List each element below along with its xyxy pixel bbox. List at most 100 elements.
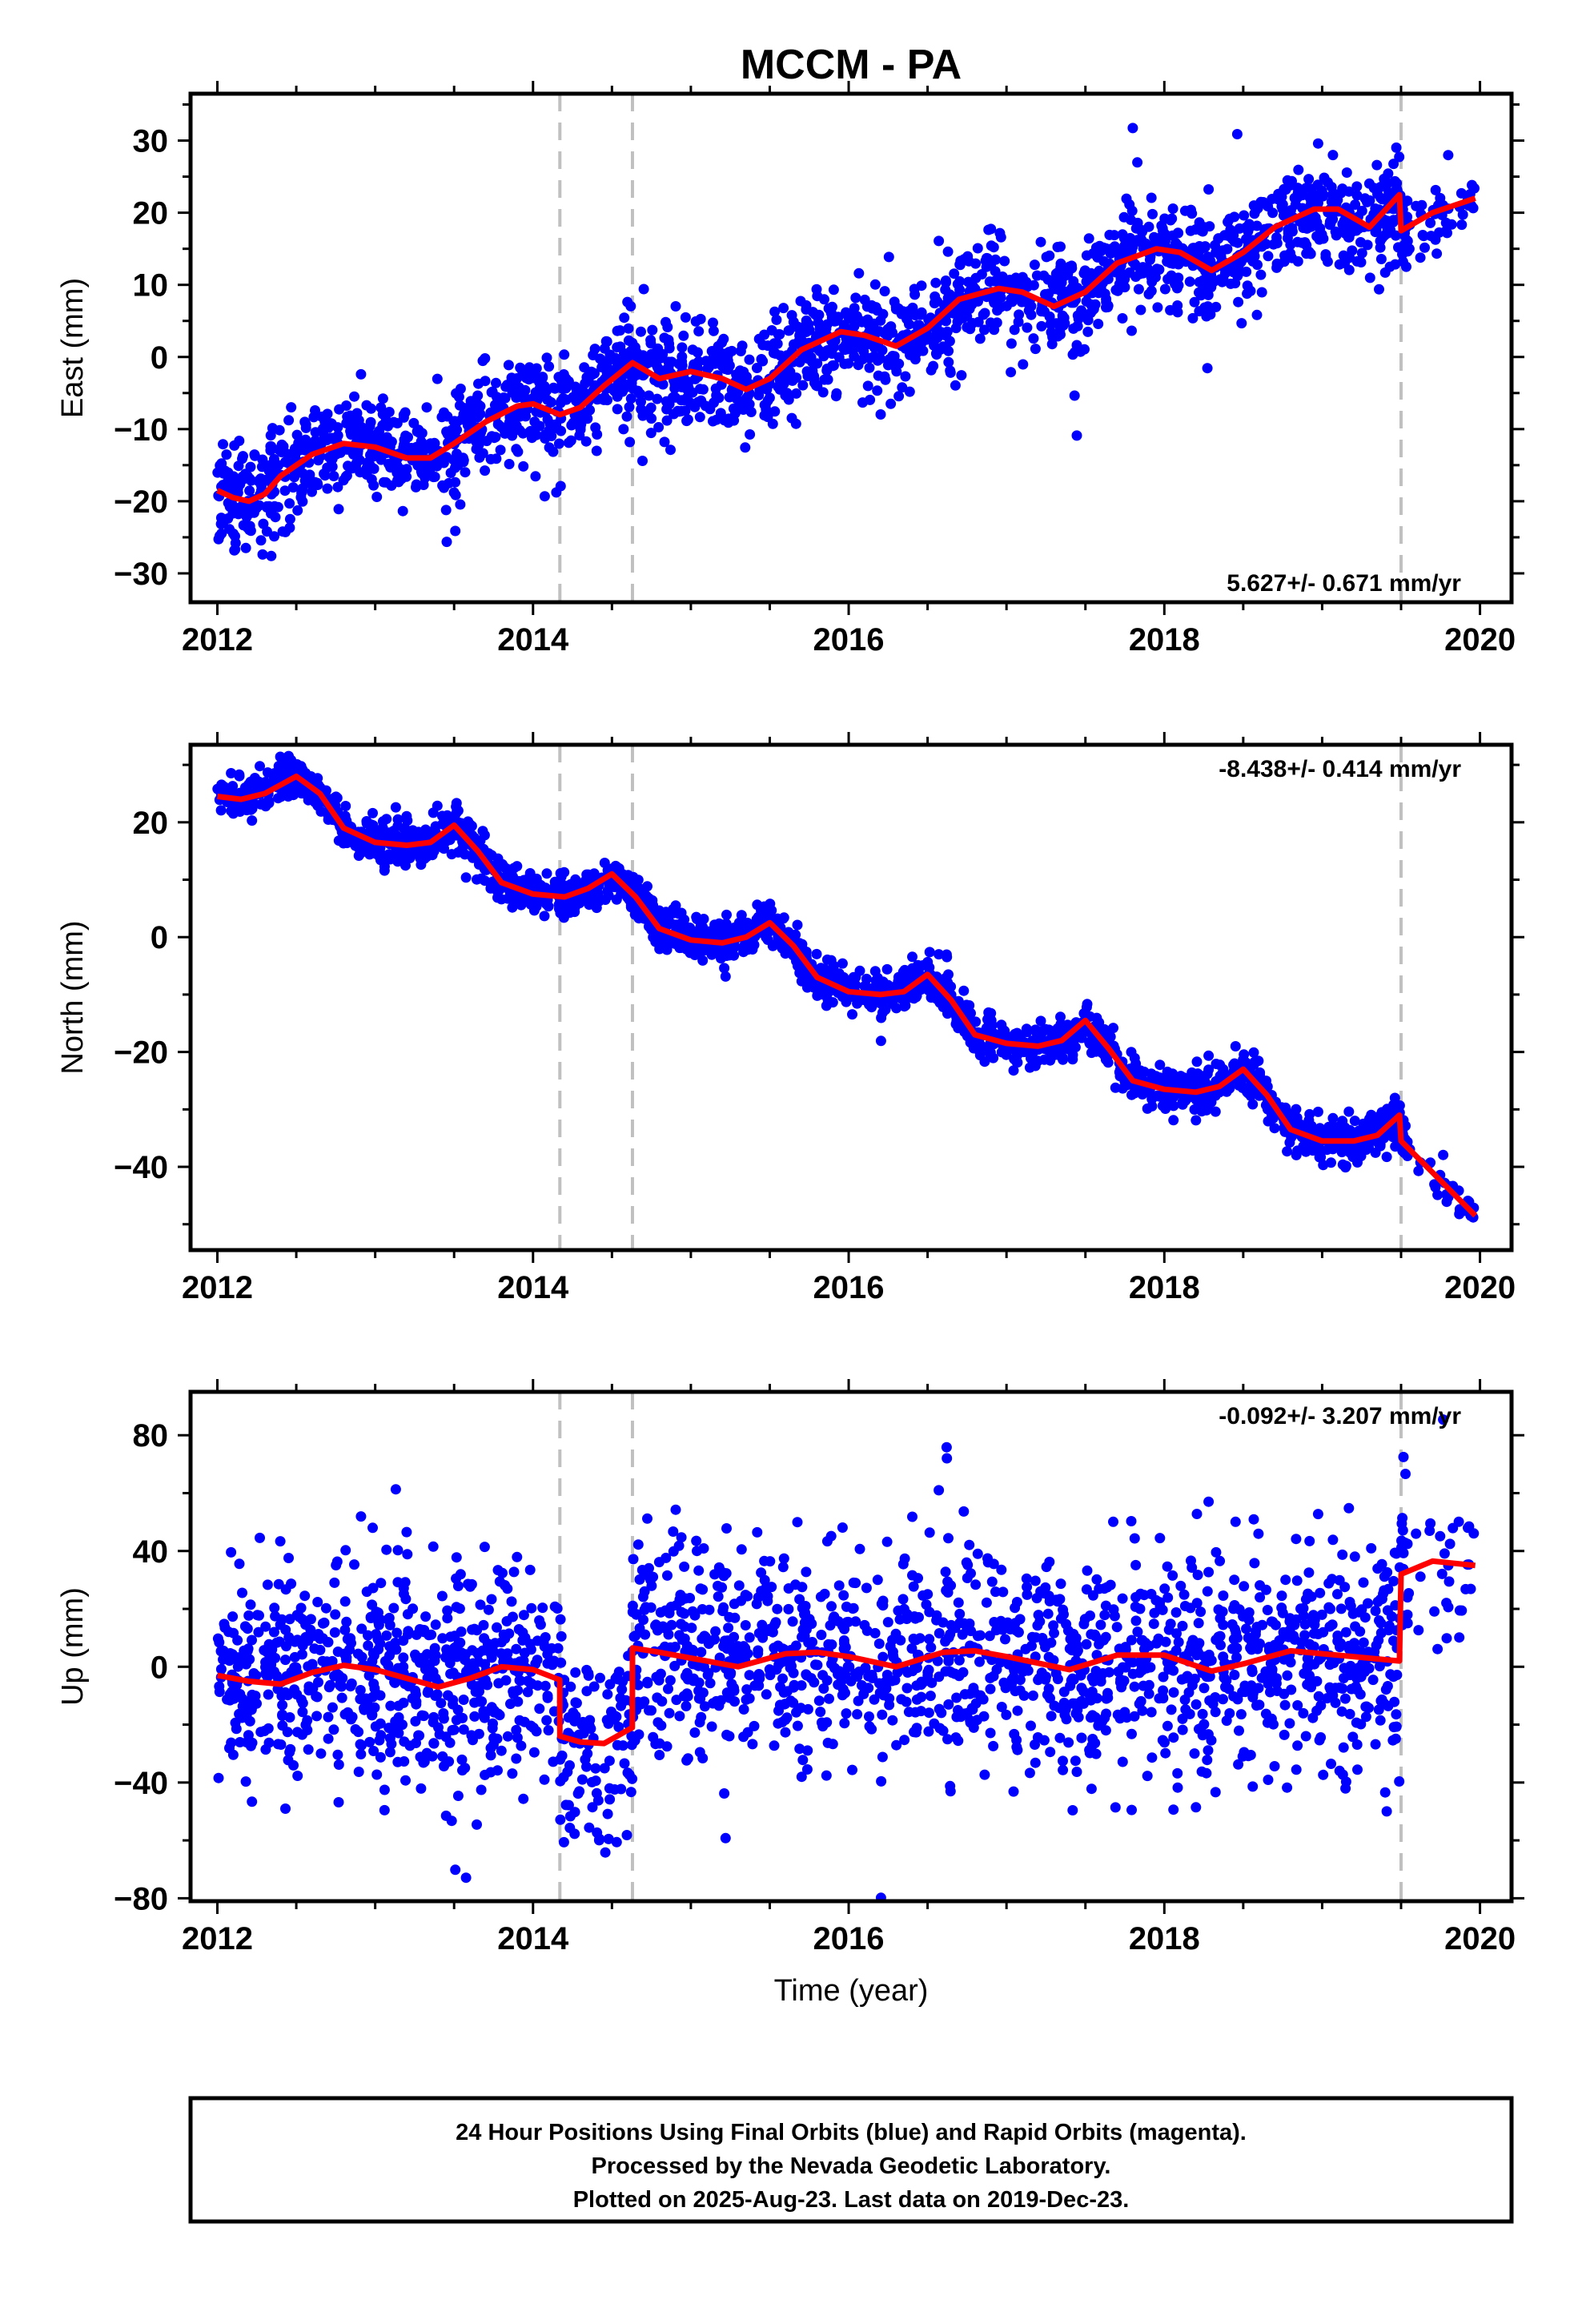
north-data-point: [260, 777, 271, 787]
north-data-point: [1045, 1046, 1056, 1057]
up-data-point: [1081, 1638, 1092, 1650]
east-data-point: [1311, 231, 1323, 242]
east-data-point: [264, 472, 275, 484]
east-data-point: [265, 430, 276, 441]
east-data-point: [1138, 267, 1149, 279]
east-y-tick-label: 0: [151, 340, 168, 376]
east-data-point: [434, 455, 444, 466]
east-data-point: [1350, 199, 1361, 210]
east-data-point: [1118, 211, 1130, 223]
east-data-point: [455, 384, 466, 394]
east-data-point: [1375, 254, 1387, 264]
east-data-point: [544, 361, 555, 372]
east-data-point: [857, 344, 868, 355]
east-data-point: [1093, 319, 1104, 329]
east-data-point: [244, 485, 255, 497]
north-data-point: [591, 903, 602, 914]
north-data-point: [1318, 1160, 1329, 1171]
east-data-point: [717, 337, 728, 348]
north-data-point: [759, 901, 770, 912]
east-data-point: [457, 452, 468, 464]
north-data-point: [586, 871, 597, 883]
north-data-point: [401, 810, 412, 822]
east-data-point: [722, 364, 733, 375]
up-data-point: [1071, 1767, 1082, 1777]
east-data-point: [1028, 333, 1039, 344]
east-data-point: [661, 316, 671, 328]
north-data-point: [719, 963, 730, 974]
east-data-point: [240, 542, 251, 553]
north-data-point: [762, 927, 773, 939]
north-data-point: [738, 941, 749, 952]
north-data-point: [247, 815, 258, 826]
up-data-point: [537, 1602, 548, 1614]
east-data-point: [524, 374, 535, 385]
up-data-point: [548, 1706, 560, 1717]
east-data-point: [762, 395, 773, 406]
up-data-point: [744, 1670, 755, 1681]
up-data-point: [801, 1566, 812, 1578]
east-data-point: [678, 330, 689, 341]
east-data-point: [849, 321, 860, 332]
east-data-point: [1234, 223, 1245, 234]
north-data-point: [255, 761, 265, 772]
east-data-point: [665, 444, 676, 456]
east-data-point: [680, 312, 691, 323]
east-data-point: [850, 292, 861, 304]
east-data-point: [307, 486, 317, 497]
east-data-point: [1338, 250, 1349, 261]
north-data-point: [900, 1000, 911, 1011]
north-data-point: [720, 971, 731, 982]
east-data-point: [659, 436, 670, 448]
up-data-point: [1315, 1700, 1327, 1711]
east-data-point: [1351, 181, 1363, 192]
east-data-point: [1391, 142, 1402, 153]
north-data-point: [1001, 1045, 1012, 1055]
north-data-point: [921, 959, 932, 971]
east-data-point: [450, 525, 461, 537]
east-data-point: [236, 503, 247, 514]
east-data-point: [317, 423, 328, 434]
east-data-point: [1383, 223, 1394, 234]
up-data-point: [355, 1511, 367, 1522]
east-data-point: [1371, 159, 1383, 171]
east-data-point: [791, 388, 802, 399]
east-data-point: [286, 402, 297, 413]
east-data-point: [1456, 187, 1467, 199]
up-data-point: [303, 1744, 314, 1755]
east-data-point: [283, 415, 295, 426]
north-data-point: [384, 851, 396, 862]
east-data-point: [574, 430, 585, 441]
east-data-point: [1364, 195, 1375, 206]
up-data-point: [511, 1753, 522, 1764]
east-data-point: [1039, 306, 1050, 317]
east-data-point: [1325, 218, 1336, 229]
east-data-point: [1397, 249, 1407, 259]
east-data-point: [821, 365, 833, 376]
east-data-point: [542, 414, 553, 425]
up-data-point: [772, 1603, 783, 1614]
east-data-point: [687, 344, 698, 356]
east-data-point: [778, 303, 789, 314]
north-data-point: [652, 929, 663, 940]
east-data-point: [1117, 313, 1128, 324]
north-data-point: [1381, 1152, 1392, 1163]
north-data-point: [1269, 1123, 1280, 1134]
east-data-point: [365, 416, 376, 428]
east-data-point: [1040, 289, 1050, 300]
up-data-point: [818, 1683, 829, 1694]
east-data-point: [1044, 250, 1055, 261]
up-data-point: [452, 1791, 464, 1801]
north-data-point: [828, 960, 839, 971]
north-y-tick-label: −20: [114, 1035, 168, 1071]
east-data-point: [1256, 241, 1267, 252]
east-data-point: [821, 319, 833, 330]
east-data-point: [1159, 283, 1170, 295]
north-data-point: [368, 846, 379, 857]
up-data-point: [363, 1630, 373, 1641]
east-data-point: [1079, 344, 1090, 355]
east-data-point: [331, 448, 342, 460]
east-data-point: [432, 373, 443, 384]
east-data-point: [229, 545, 240, 556]
